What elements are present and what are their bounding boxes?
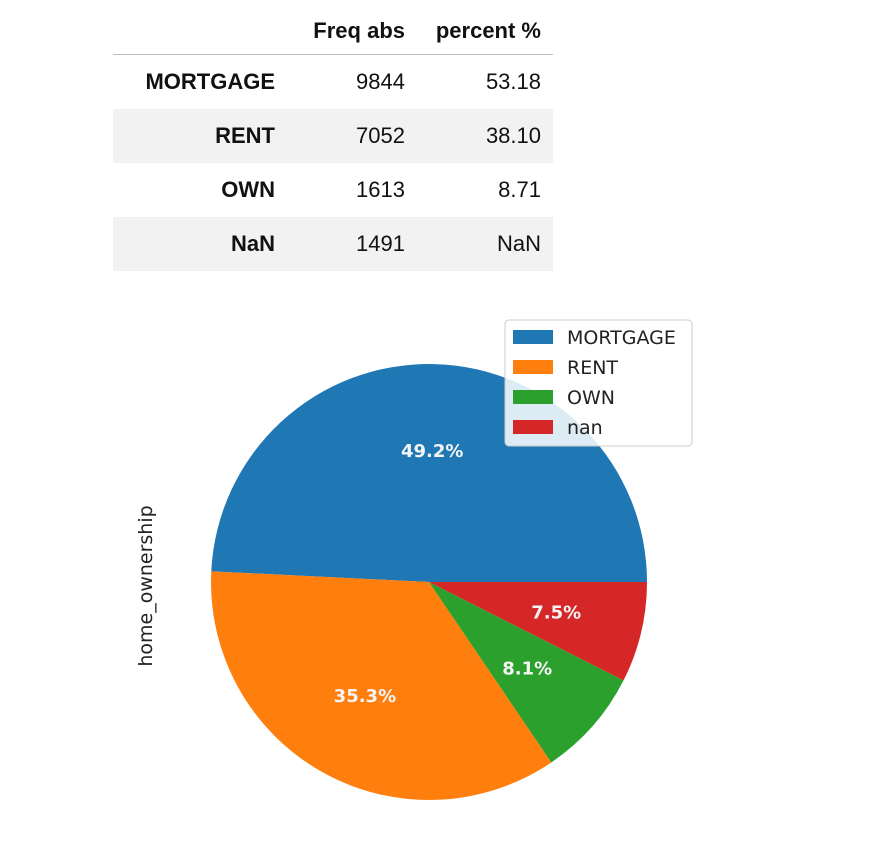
legend-label-mortgage: MORTGAGE (567, 327, 676, 349)
legend-swatch-rent (513, 360, 553, 374)
legend-label-own: OWN (567, 387, 615, 409)
table-header-row: Freq abs percent % (113, 8, 553, 55)
table-row: OWN 1613 8.71 (113, 163, 553, 217)
legend-label-nan: nan (567, 417, 603, 439)
freq-cell: 7052 (356, 123, 405, 148)
row-label: OWN (221, 177, 275, 202)
percent-cell: 8.71 (498, 177, 541, 202)
frequency-table: Freq abs percent % MORTGAGE 9844 53.18 R… (113, 8, 553, 271)
legend-swatch-nan (513, 420, 553, 434)
legend-swatch-own (513, 390, 553, 404)
column-header-percent: percent % (417, 8, 553, 55)
legend-swatch-mortgage (513, 330, 553, 344)
pie-slice-rent (211, 571, 552, 800)
table-row: NaN 1491 NaN (113, 217, 553, 271)
column-header-freq: Freq abs (287, 8, 417, 55)
percent-cell: NaN (496, 231, 541, 256)
pie-label-rent: 35.3% (334, 686, 396, 707)
y-axis-label: home_ownership (135, 505, 157, 666)
pie-slice-nan (429, 582, 647, 681)
legend-label-rent: RENT (567, 357, 618, 379)
row-label: RENT (215, 123, 275, 148)
pie-slice-own (429, 582, 624, 763)
pie-percent-labels: 49.2% 35.3% 8.1% 7.5% (334, 441, 582, 707)
freq-cell: 1613 (356, 177, 405, 202)
pie-label-own: 8.1% (502, 658, 552, 679)
table-row: MORTGAGE 9844 53.18 (113, 55, 553, 110)
legend-frame (504, 319, 693, 447)
legend: MORTGAGE RENT OWN nan (504, 319, 693, 447)
percent-cell: 38.10 (485, 123, 541, 148)
pie-label-mortgage: 49.2% (401, 441, 463, 462)
freq-cell: 9844 (356, 69, 405, 94)
freq-cell: 1491 (356, 231, 405, 256)
row-label: MORTGAGE (145, 69, 275, 94)
pie-chart: 49.2% 35.3% 8.1% 7.5% home_ownership MORTGA… (135, 319, 693, 800)
index-header (113, 8, 287, 55)
table-row: RENT 7052 38.10 (113, 109, 553, 163)
row-label: NaN (230, 231, 275, 256)
percent-cell: 53.18 (485, 69, 541, 94)
pie-label-nan: 7.5% (531, 602, 581, 623)
